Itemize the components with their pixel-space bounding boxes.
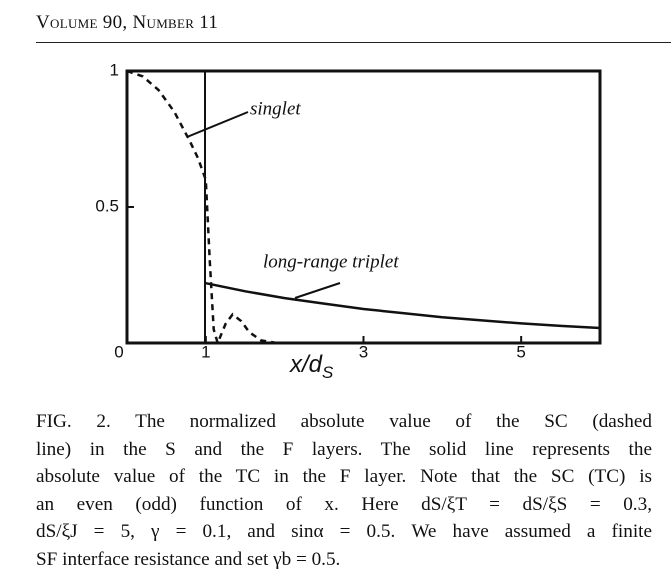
series-line [126,69,278,347]
plot-frame [125,69,602,345]
x-tick-label: 5 [516,342,525,361]
series-label: long-range triplet [263,251,399,272]
x-tick-label: 3 [359,342,368,361]
header-rule [36,42,671,43]
x-axis-label-subscript: S [322,363,334,382]
x-tick-label: 0 [114,342,123,361]
running-header: Volume 90, Number 11 [36,12,219,33]
y-tick-label: 0.5 [95,196,119,215]
x-axis-label-main: x/d [289,351,323,378]
caption-line: FIG. 2. The normalized absolute value of… [36,411,652,432]
series-line [205,281,601,330]
x-axis-label: x/dS [289,351,334,382]
figure-caption: FIG. 2. The normalized absolute value of… [36,408,652,573]
caption-line: line) in the S and the F layers. The sol… [36,438,652,460]
annotation-pointer [186,111,249,138]
annotation-pointer [294,282,341,299]
caption-line: dS/ξJ = 5, γ = 0.1, and sinα = 0.5. We h… [36,521,652,542]
caption-line: absolute value of the TC in the F layer.… [36,466,652,487]
chart: singlet long-range triplet x/dS 0 1 3 5 0.5 1 [95,60,602,382]
x-tick-label: 1 [201,342,210,361]
caption-line: SF interface resistance and set γb = 0.5… [36,548,341,570]
y-tick-label: 1 [110,60,119,79]
series-label: singlet [250,98,301,119]
caption-line: an even (odd) function of x. Here dS/ξT … [36,493,652,515]
